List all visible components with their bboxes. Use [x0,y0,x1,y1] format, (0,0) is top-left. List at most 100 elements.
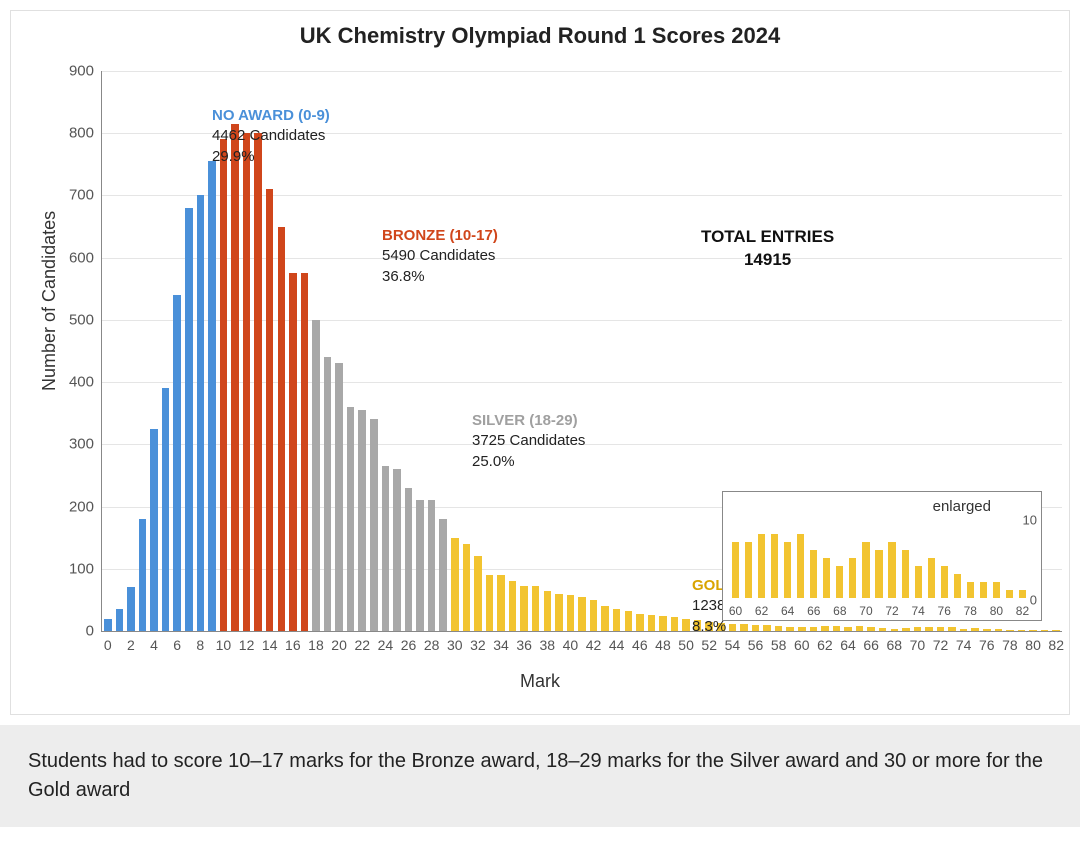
bar [590,600,598,631]
inset-bar [875,550,882,598]
bar [867,627,875,631]
inset-bar [980,582,987,598]
inset-bar [797,534,804,598]
x-tick: 24 [378,631,394,653]
bar [382,466,390,631]
category-label-bronze: BRONZE (10-17)5490 Candidates36.8% [382,226,498,287]
bar [1029,630,1037,631]
bar [463,544,471,631]
bar [324,357,332,631]
bar [405,488,413,631]
x-tick: 46 [632,631,648,653]
bar [555,594,563,631]
inset-bar [915,566,922,598]
x-tick: 12 [239,631,255,653]
bar [312,320,320,631]
category-label-no_award: NO AWARD (0-9)4462 Candidates29.9% [212,106,330,167]
bar [439,519,447,631]
bar [289,273,297,631]
bar [1018,630,1026,631]
bar [266,189,274,631]
inset-x-tick: 72 [885,604,898,618]
inset-x-tick: 78 [964,604,977,618]
bar [925,627,933,631]
bar [370,419,378,631]
x-tick: 82 [1048,631,1064,653]
inset-bar [941,566,948,598]
y-tick: 800 [69,125,102,142]
y-tick: 500 [69,311,102,328]
bar [971,628,979,631]
bar [104,619,112,631]
x-tick: 74 [956,631,972,653]
inset-bar [771,534,778,598]
x-tick: 4 [150,631,158,653]
y-tick: 200 [69,498,102,515]
x-tick: 26 [401,631,417,653]
chart-title: UK Chemistry Olympiad Round 1 Scores 202… [11,23,1069,49]
x-tick: 18 [308,631,324,653]
bar [613,609,621,631]
bar [451,538,459,631]
bar [116,609,124,631]
x-tick: 8 [196,631,204,653]
x-tick: 28 [424,631,440,653]
x-tick: 22 [354,631,370,653]
inset-title: enlarged [933,498,991,515]
bar [254,133,262,631]
x-tick: 2 [127,631,135,653]
inset-bar [993,582,1000,598]
x-tick: 80 [1025,631,1041,653]
bar [301,273,309,631]
y-tick: 400 [69,374,102,391]
x-tick: 16 [285,631,301,653]
inset-chart: enlarged010606264666870727476788082 [722,491,1042,621]
bar [474,556,482,631]
inset-bar [732,542,739,598]
inset-x-tick: 76 [938,604,951,618]
bar [497,575,505,631]
bar [833,626,841,631]
bar [671,617,679,631]
bar [891,629,899,631]
y-tick: 700 [69,187,102,204]
bar [393,469,401,631]
x-tick: 10 [216,631,232,653]
bar [231,124,239,631]
inset-bar [745,542,752,598]
bar [844,627,852,631]
bar [682,619,690,631]
bar [1052,630,1060,631]
bar [335,363,343,631]
inset-bar [862,542,869,598]
inset-x-tick: 66 [807,604,820,618]
inset-x-tick: 80 [990,604,1003,618]
bar [150,429,158,631]
x-tick: 0 [104,631,112,653]
bar [486,575,494,631]
bar [127,587,135,631]
x-tick: 44 [609,631,625,653]
bar [995,629,1003,631]
inset-bar [758,534,765,598]
total-entries-value: 14915 [701,249,834,272]
x-tick: 78 [1002,631,1018,653]
inset-x-tick: 68 [833,604,846,618]
x-tick: 68 [886,631,902,653]
x-tick: 20 [331,631,347,653]
bar [914,627,922,631]
x-tick: 40 [563,631,579,653]
bar [648,615,656,631]
bar [821,626,829,631]
bar [208,161,216,631]
bar [162,388,170,631]
inset-x-tick: 74 [911,604,924,618]
x-tick: 42 [586,631,602,653]
bar [625,611,633,631]
inset-x-tick: 64 [781,604,794,618]
bar [1041,630,1049,631]
inset-x-tick: 62 [755,604,768,618]
bar [347,407,355,631]
inset-bar [823,558,830,598]
bar [173,295,181,631]
